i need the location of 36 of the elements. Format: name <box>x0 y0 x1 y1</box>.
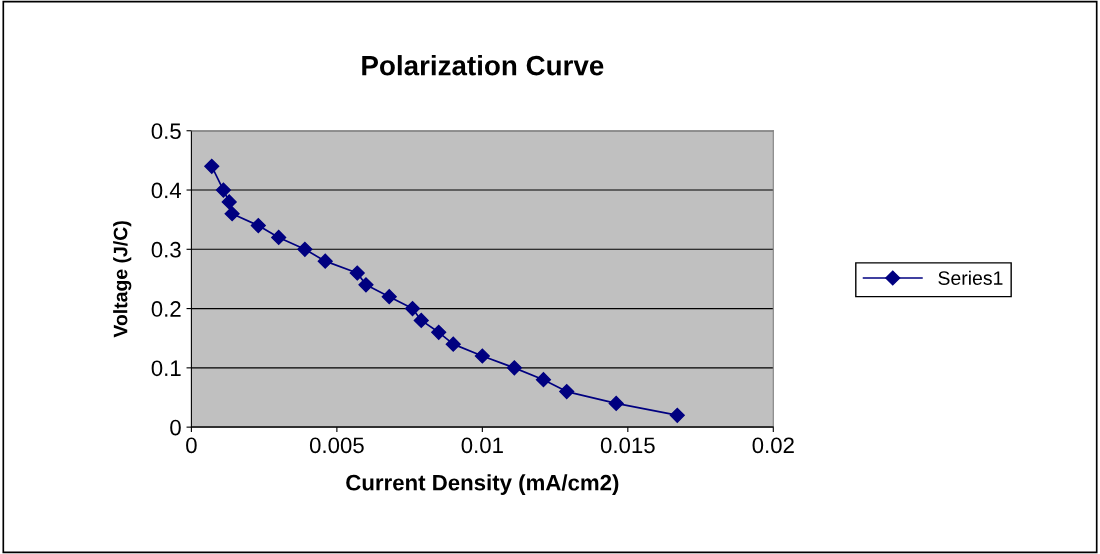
point <box>221 194 237 210</box>
point <box>224 206 240 222</box>
legend-label: Series1 <box>938 270 1003 285</box>
point <box>271 229 287 246</box>
point <box>250 218 266 234</box>
point <box>204 158 220 174</box>
point <box>413 312 429 329</box>
point <box>535 372 552 388</box>
chart-title: Polarization Curve <box>362 55 604 76</box>
x-axis-title: Current Density (mA/cm2) <box>346 474 619 495</box>
y-tick-label: 0.5 <box>151 123 181 140</box>
y-tick-label: 0.3 <box>151 241 181 258</box>
x-tick-label: 0.005 <box>309 437 364 454</box>
x-tick-label: 0 <box>186 437 197 454</box>
point <box>506 360 522 376</box>
x-tick-label: 0.02 <box>752 437 794 454</box>
y-axis-title: Voltage (J/C) <box>113 221 132 338</box>
point <box>381 289 397 305</box>
point <box>317 253 333 269</box>
point <box>559 383 575 400</box>
x-tick-label: 0.01 <box>461 437 503 454</box>
x-tick-label: 0.015 <box>600 437 655 454</box>
point <box>669 407 685 423</box>
point <box>358 277 374 293</box>
point <box>445 336 461 352</box>
point <box>474 348 490 364</box>
y-tick-label: 0.4 <box>151 182 182 199</box>
point <box>431 324 447 340</box>
point <box>404 301 421 317</box>
y-tick-label: 0.2 <box>151 301 181 317</box>
y-tick-label: 0.1 <box>151 360 181 377</box>
y-tick-label: 0 <box>170 419 181 436</box>
point <box>215 182 231 198</box>
point <box>608 395 624 411</box>
point <box>349 265 365 281</box>
point <box>297 241 313 257</box>
